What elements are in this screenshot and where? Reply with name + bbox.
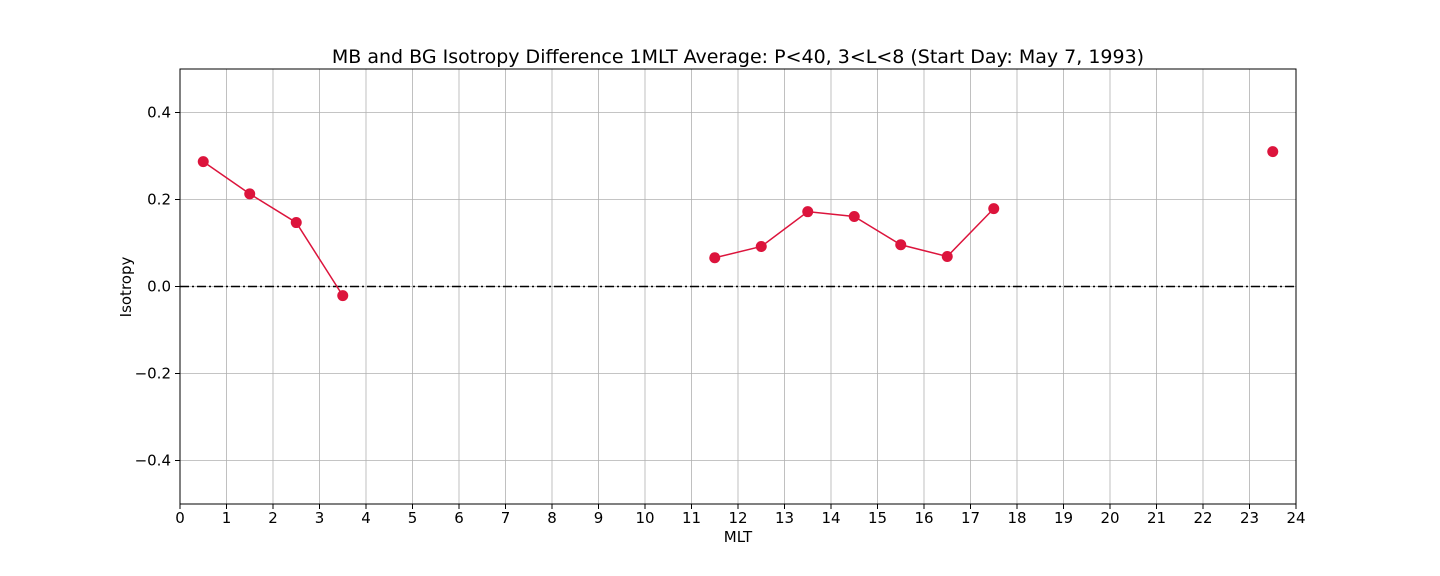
data-point <box>709 252 721 264</box>
x-tick-label: 9 <box>594 509 604 527</box>
x-tick-label: 3 <box>315 509 325 527</box>
x-tick-label: 21 <box>1147 509 1166 527</box>
data-point <box>244 188 256 200</box>
x-tick-label: 14 <box>821 509 840 527</box>
x-tick-label: 23 <box>1240 509 1259 527</box>
y-tick-label: −0.2 <box>135 365 171 383</box>
data-point <box>988 203 1000 215</box>
data-point <box>755 240 767 252</box>
x-axis-label: MLT <box>724 528 753 546</box>
x-tick-label: 0 <box>175 509 185 527</box>
x-tick-label: 19 <box>1054 509 1073 527</box>
x-tick-label: 18 <box>1007 509 1026 527</box>
x-tick-label: 7 <box>501 509 511 527</box>
x-tick-label: 20 <box>1100 509 1119 527</box>
x-tick-label: 17 <box>961 509 980 527</box>
x-tick-label: 12 <box>728 509 747 527</box>
x-tick-label: 6 <box>454 509 464 527</box>
data-point <box>290 217 302 229</box>
y-tick-label: 0.2 <box>147 191 171 209</box>
x-tick-label: 1 <box>222 509 232 527</box>
y-tick-label: 0.4 <box>147 104 171 122</box>
x-tick-label: 13 <box>775 509 794 527</box>
data-point <box>895 239 907 251</box>
data-point <box>802 206 814 218</box>
x-tick-label: 15 <box>868 509 887 527</box>
y-tick-label: 0.0 <box>147 278 171 296</box>
chart-title: MB and BG Isotropy Difference 1MLT Avera… <box>332 46 1144 68</box>
data-point <box>848 210 860 222</box>
data-point <box>1267 146 1279 158</box>
x-tick-label: 2 <box>268 509 278 527</box>
x-tick-label: 22 <box>1193 509 1212 527</box>
x-tick-label: 11 <box>682 509 701 527</box>
x-tick-label: 16 <box>914 509 933 527</box>
series-line <box>202 161 344 297</box>
y-axis-label: Isotropy <box>117 257 135 318</box>
x-tick-label: 10 <box>635 509 654 527</box>
x-tick-label: 5 <box>408 509 418 527</box>
data-point <box>337 290 349 302</box>
data-point <box>197 156 209 168</box>
x-tick-label: 8 <box>547 509 557 527</box>
x-tick-label: 4 <box>361 509 371 527</box>
x-tick-label: 24 <box>1286 509 1305 527</box>
axis-ticks: 0 1 2 3 4 5 6 7 8 9 10 11 12 13 14 15 16 17 18 19 20 21 22 23 24… <box>135 104 1306 528</box>
series-layer <box>197 146 1279 302</box>
data-point <box>941 250 953 262</box>
y-tick-label: −0.4 <box>135 452 171 470</box>
